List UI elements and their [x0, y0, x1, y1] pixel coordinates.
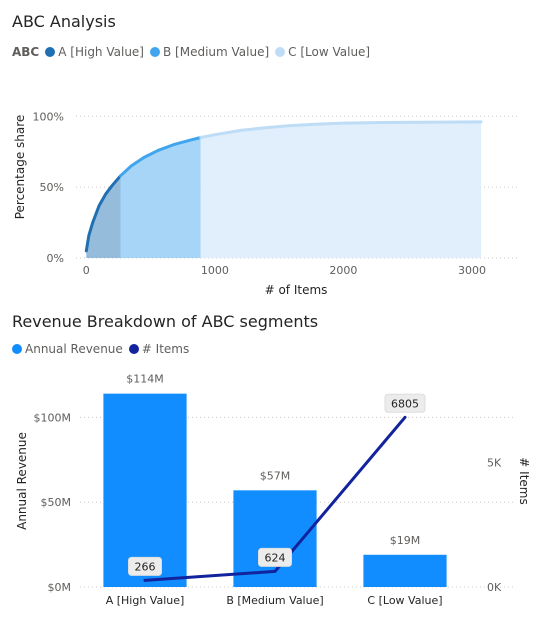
bar-data-label: $114M	[126, 373, 164, 386]
legend: Annual Revenue # Items	[12, 342, 195, 356]
line-label-box	[384, 393, 426, 413]
bar-data-label: $19M	[390, 534, 421, 547]
legend-item-annual-revenue[interactable]: Annual Revenue	[12, 342, 123, 356]
chart-title: ABC Analysis	[12, 12, 116, 31]
y-tick-label: $100M	[34, 411, 72, 424]
legend: ABC A [High Value] B [Medium Value] C [Low…	[12, 45, 376, 59]
curve-b-medium-value[interactable]	[119, 136, 203, 178]
y-tick-label: 0%	[47, 252, 64, 265]
abc-analysis-visual: ABC Analysis ABC A [High Value] B [Medium…	[0, 0, 541, 305]
legend-label: B [Medium Value]	[162, 45, 270, 59]
line-label-box	[128, 556, 162, 576]
x-axis-title: # of Items	[265, 283, 328, 297]
legend-label: C [Low Value]	[288, 45, 371, 59]
abc-plot: 0% 50% 100% 0 1000 2000 3000 # of Items Percenta…	[13, 110, 517, 297]
line-data-label: 624	[265, 551, 286, 564]
legend-item-items[interactable]: # Items	[128, 342, 190, 356]
legend-marker-icon	[149, 47, 160, 57]
area-a-high-value[interactable]	[86, 175, 121, 258]
x-tick-label: 3000	[458, 264, 486, 277]
line-data-label: 266	[135, 560, 156, 573]
x-tick-label: 0	[83, 264, 90, 277]
legend-marker-icon	[275, 47, 286, 57]
area-b-medium-value[interactable]	[120, 137, 201, 259]
line-data-label: 6805	[391, 397, 419, 410]
y2-axis-title: # Items	[517, 457, 531, 504]
legend-item-a-high-value[interactable]: A [High Value]	[45, 45, 144, 59]
revenue-breakdown-visual: Revenue Breakdown of ABC segments Annual…	[0, 305, 541, 638]
x-tick-label: C [Low Value]	[367, 594, 442, 607]
line-items[interactable]	[143, 415, 407, 582]
legend-title: ABC	[12, 45, 40, 59]
legend-item-b-medium-value[interactable]: B [Medium Value]	[149, 45, 270, 59]
x-tick-label: 2000	[329, 264, 357, 277]
curve-a-high-value[interactable]	[84, 174, 122, 253]
bar-c-low-value[interactable]	[363, 554, 447, 587]
x-tick-label: 1000	[201, 264, 229, 277]
y2-tick-label: 0K	[487, 581, 502, 594]
legend-marker-icon	[45, 47, 56, 57]
x-tick-label: A [High Value]	[106, 594, 185, 607]
y-tick-label: 50%	[40, 181, 64, 194]
legend-label: Annual Revenue	[25, 342, 123, 356]
legend-item-c-low-value[interactable]: C [Low Value]	[275, 45, 370, 59]
line-label-box	[258, 547, 292, 567]
x-tick-label: B [Medium Value]	[226, 594, 323, 607]
legend-marker-icon	[12, 344, 22, 354]
revenue-plot: $0M $50M $100M 0K 5K $114M $57M $19M A [High Val…	[15, 373, 531, 607]
y2-tick-label: 5K	[487, 456, 502, 469]
y-tick-label: $50M	[41, 496, 72, 509]
chart-title: Revenue Breakdown of ABC segments	[12, 312, 319, 331]
bar-data-label: $57M	[260, 469, 291, 482]
y-axis-title: Annual Revenue	[15, 432, 29, 530]
legend-marker-icon	[128, 344, 139, 354]
bar-a-high-value[interactable]	[103, 393, 187, 587]
y-tick-label: $0M	[48, 581, 72, 594]
area-c-low-value[interactable]	[200, 121, 482, 259]
y-axis-title: Percentage share	[13, 115, 27, 220]
legend-label: A [High Value]	[58, 45, 144, 59]
legend-label: # Items	[141, 342, 190, 356]
y-tick-label: 100%	[33, 110, 64, 123]
curve-c-low-value[interactable]	[199, 120, 483, 139]
